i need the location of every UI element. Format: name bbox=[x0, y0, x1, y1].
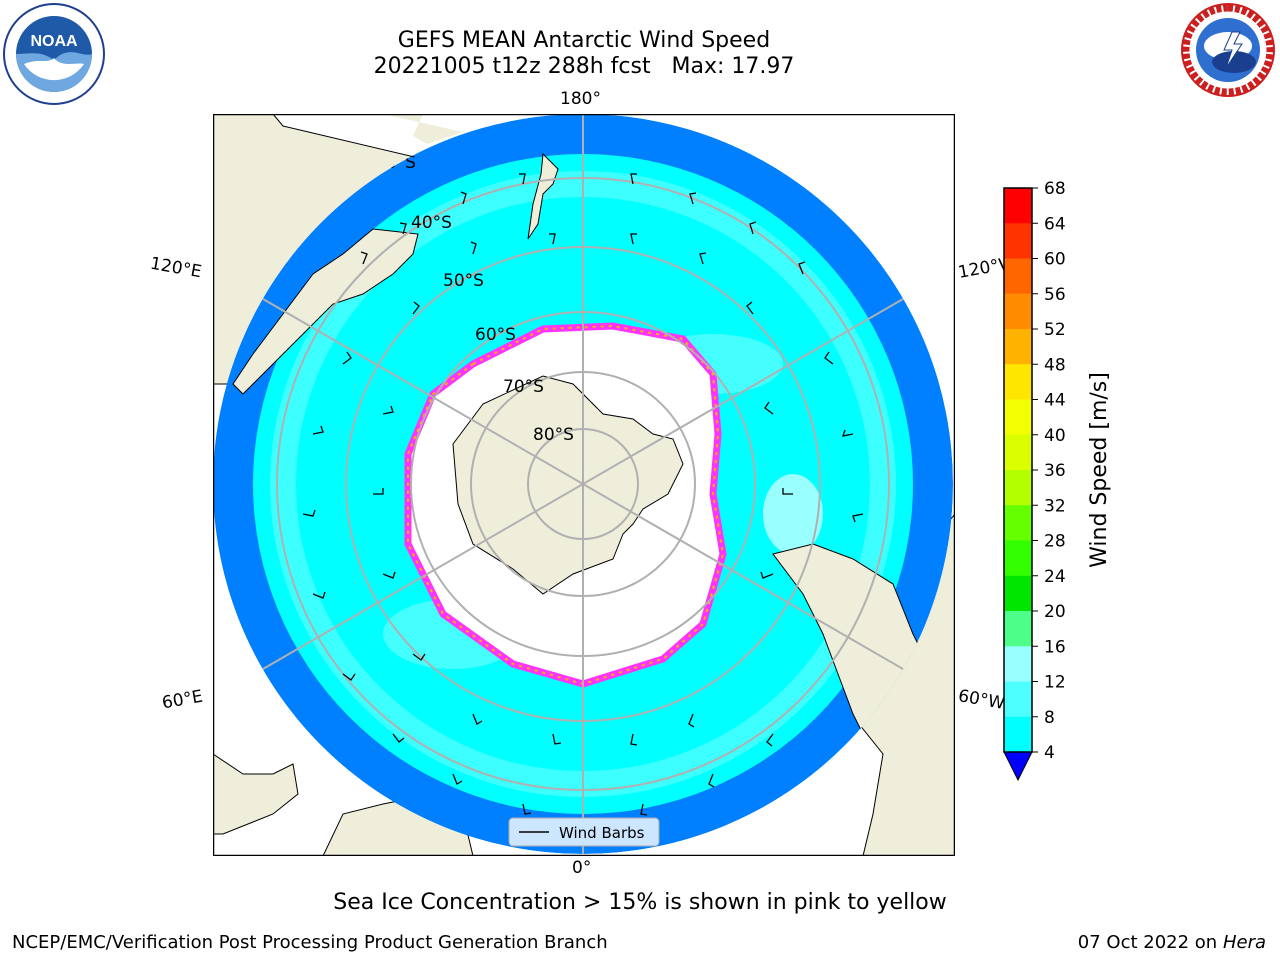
colorbar-swatch bbox=[1004, 611, 1032, 647]
colorbar-swatch bbox=[1004, 399, 1032, 436]
colorbar-swatch bbox=[1004, 223, 1032, 259]
colorbar-swatch bbox=[1004, 329, 1032, 365]
antarctica-landmass bbox=[452, 375, 684, 595]
lon-label-180: 180° bbox=[560, 89, 601, 109]
colorbar-tick-label: 36 bbox=[1044, 461, 1066, 481]
colorbar-tick-label: 24 bbox=[1044, 567, 1066, 587]
colorbar: 68 64 60 56 52 48 44 40 36 32 28 24 20 16 12 8 4 Wind Sp… bbox=[1003, 180, 1112, 782]
sea-ice-caption: Sea Ice Concentration > 15% is shown in … bbox=[333, 890, 947, 915]
colorbar-tick-label: 20 bbox=[1044, 602, 1066, 622]
footer-date: 07 Oct 2022 on Hera bbox=[1078, 932, 1266, 953]
colorbar-swatch bbox=[1004, 540, 1032, 577]
colorbar-tick-label: 44 bbox=[1044, 391, 1066, 411]
colorbar-tick-label: 28 bbox=[1044, 532, 1066, 552]
colorbar-swatch bbox=[1004, 575, 1032, 612]
nws-logo bbox=[1181, 3, 1275, 97]
colorbar-tick-label: 48 bbox=[1044, 355, 1066, 375]
lon-label-60e: 60°E bbox=[160, 686, 205, 714]
chart-title: GEFS MEAN Antarctic Wind Speed bbox=[397, 28, 771, 53]
lat-label-40s: 40°S bbox=[411, 213, 452, 233]
footer-branch: NCEP/EMC/Verification Post Processing Pr… bbox=[12, 932, 608, 953]
colorbar-tick-label: 8 bbox=[1044, 708, 1055, 728]
colorbar-swatch bbox=[1004, 434, 1032, 471]
colorbar-swatch bbox=[1004, 470, 1032, 506]
colorbar-swatch bbox=[1004, 716, 1032, 753]
colorbar-tick-label: 32 bbox=[1044, 496, 1066, 516]
colorbar-tick-label: 68 bbox=[1044, 180, 1066, 199]
footer-system: Hera bbox=[1222, 932, 1266, 953]
colorbar-tick-label: 16 bbox=[1044, 637, 1066, 657]
colorbar-swatch bbox=[1004, 293, 1032, 330]
lon-label-120e: 120°E bbox=[148, 253, 204, 283]
colorbar-tick-label: 40 bbox=[1044, 426, 1066, 446]
lon-label-0: 0° bbox=[572, 858, 592, 878]
colorbar-swatch bbox=[1004, 258, 1032, 295]
colorbar-label: Wind Speed [m/s] bbox=[1087, 372, 1112, 568]
colorbar-tick-label: 56 bbox=[1044, 285, 1066, 305]
chart-subtitle: 20221005 t12z 288h fcst Max: 17.97 bbox=[373, 54, 795, 79]
colorbar-swatch bbox=[1004, 188, 1032, 224]
graticule bbox=[213, 114, 953, 854]
colorbar-swatch bbox=[1004, 646, 1032, 682]
wind-barbs bbox=[302, 173, 864, 816]
map-panel: 30°S 40°S 50°S 60°S 70°S 80°S Wind Barbs bbox=[213, 114, 955, 856]
noaa-logo: NOAA bbox=[3, 3, 105, 105]
lat-label-50s: 50°S bbox=[443, 271, 484, 291]
noaa-logo-text: NOAA bbox=[30, 33, 78, 50]
lat-label-80s: 80°S bbox=[533, 425, 574, 445]
colorbar-swatch bbox=[1004, 505, 1032, 541]
colorbar-swatch bbox=[1004, 364, 1032, 400]
footer-date-text: 07 Oct 2022 on bbox=[1077, 932, 1223, 953]
colorbar-tick-label: 12 bbox=[1044, 673, 1066, 693]
legend-wind-barbs-label: Wind Barbs bbox=[559, 824, 645, 842]
colorbar-swatch bbox=[1004, 681, 1032, 718]
colorbar-tick-label: 64 bbox=[1044, 214, 1066, 234]
lat-label-60s: 60°S bbox=[475, 325, 516, 345]
legend-box bbox=[508, 817, 660, 847]
lat-label-70s: 70°S bbox=[503, 377, 544, 397]
colorbar-tick-label: 52 bbox=[1044, 320, 1066, 340]
colorbar-tick-label: 4 bbox=[1044, 743, 1055, 763]
colorbar-tick-label: 60 bbox=[1044, 250, 1066, 270]
